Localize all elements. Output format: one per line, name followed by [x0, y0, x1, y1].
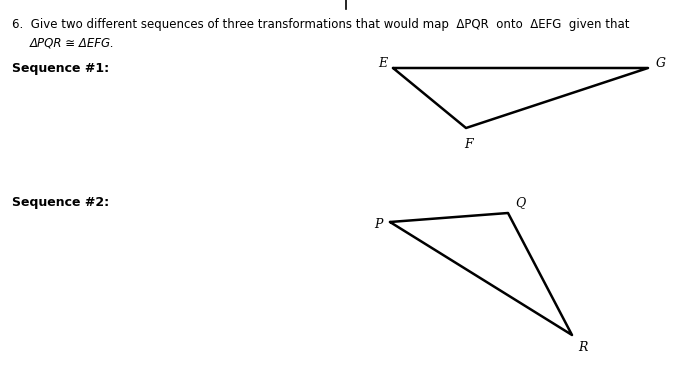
- Text: P: P: [374, 218, 383, 230]
- Text: R: R: [578, 341, 588, 354]
- Text: Q: Q: [515, 196, 525, 209]
- Text: 6.  Give two different sequences of three transformations that would map  ΔPQR  : 6. Give two different sequences of three…: [12, 18, 630, 31]
- Text: E: E: [378, 57, 387, 70]
- Text: Sequence #1:: Sequence #1:: [12, 62, 109, 75]
- Text: Sequence #2:: Sequence #2:: [12, 196, 109, 209]
- Text: F: F: [464, 138, 473, 151]
- Text: ΔPQR ≅ ΔEFG.: ΔPQR ≅ ΔEFG.: [30, 36, 115, 49]
- Text: G: G: [656, 57, 666, 70]
